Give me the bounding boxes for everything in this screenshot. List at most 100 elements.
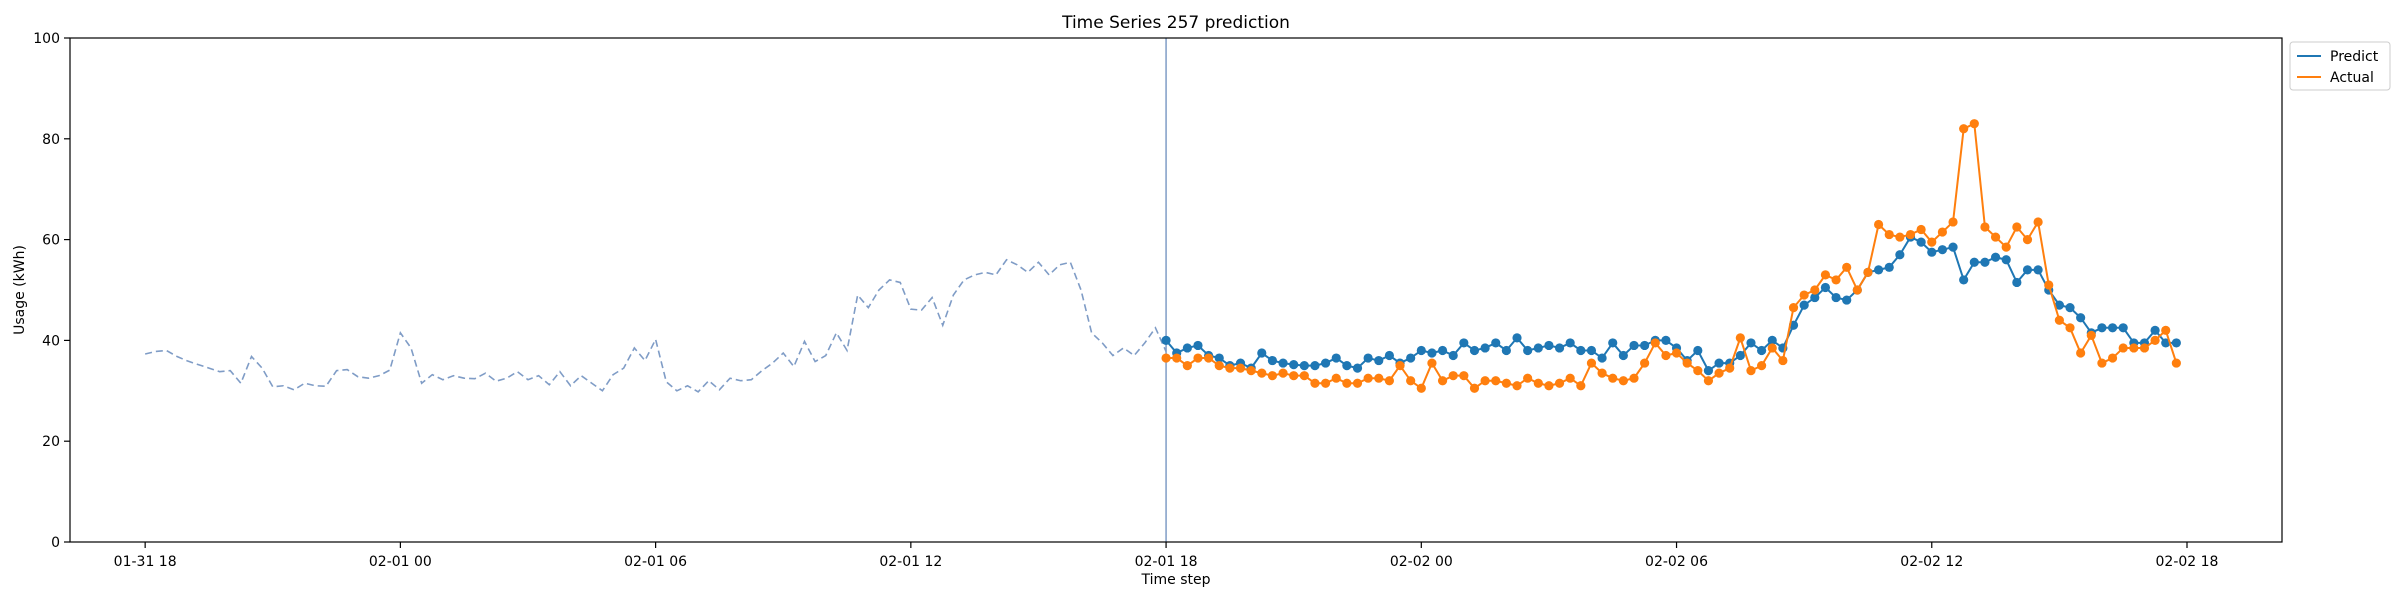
actual-data-point	[1363, 373, 1373, 383]
actual-data-point	[1778, 355, 1788, 366]
actual-data-point	[1597, 368, 1607, 378]
predict-data-point	[1310, 361, 1320, 371]
actual-data-point	[2150, 335, 2160, 345]
predict-data-point	[1182, 343, 1192, 353]
actual-data-point	[1959, 124, 1969, 134]
actual-data-point	[1725, 363, 1735, 373]
predict-data-point	[1895, 250, 1905, 260]
actual-data-point	[1172, 353, 1182, 363]
actual-data-point	[1416, 383, 1426, 393]
actual-data-point	[1437, 376, 1448, 386]
actual-data-point	[1831, 275, 1841, 285]
y-axis: 0 20 40 60 80 100	[33, 31, 70, 551]
actual-data-point	[1448, 371, 1458, 381]
predict-data-point	[1427, 348, 1437, 358]
predict-data-point	[1576, 345, 1586, 356]
actual-data-point	[1905, 229, 1916, 240]
actual-data-point	[1235, 363, 1246, 373]
predict-data-point	[1554, 343, 1565, 353]
actual-data-point	[1406, 376, 1416, 386]
predict-data-point	[1799, 300, 1809, 310]
actual-data-point	[1533, 378, 1543, 388]
actual-data-point	[2076, 348, 2086, 358]
actual-data-point	[1873, 219, 1884, 230]
actual-data-point	[1182, 361, 1192, 371]
predict-data-point	[1618, 350, 1628, 361]
actual-data-point	[1980, 222, 1990, 232]
plot-frame	[69, 37, 2283, 543]
actual-data-point	[1427, 358, 1437, 368]
predict-data-point	[1884, 262, 1894, 272]
predict-data-point	[1267, 355, 1278, 366]
actual-data-point	[2161, 325, 2171, 335]
chart-title: Time Series 257 prediction	[1061, 13, 1290, 33]
predict-data-point	[1927, 247, 1937, 257]
x-tick-label: 02-01 00	[369, 554, 432, 570]
predict-data-point	[1565, 338, 1575, 348]
predict-data-point	[1959, 275, 1969, 285]
predict-data-point	[1491, 338, 1501, 348]
predict-data-point	[1448, 350, 1458, 361]
predict-data-point	[1980, 257, 1990, 267]
actual-series-line	[1166, 122, 2178, 390]
y-tick-label: 80	[42, 132, 60, 148]
predict-data-point	[2107, 323, 2118, 333]
predict-data-point	[1384, 350, 1394, 361]
predict-data-point	[1597, 353, 1607, 363]
actual-data-point	[2129, 343, 2139, 353]
x-tick-label: 02-01 12	[879, 554, 942, 570]
predict-data-point	[1586, 345, 1597, 356]
actual-data-point	[1969, 119, 1979, 129]
predict-data-point	[1544, 340, 1554, 351]
actual-data-point	[1544, 381, 1554, 391]
legend-actual-label: Actual	[2330, 70, 2374, 86]
predict-data-point	[1501, 345, 1511, 356]
predict-data-point	[1842, 295, 1852, 305]
actual-data-point	[2033, 217, 2043, 227]
predict-data-point	[2097, 323, 2107, 333]
actual-data-point	[2001, 242, 2011, 252]
predict-data-point	[1278, 358, 1288, 368]
actual-data-point	[1767, 343, 1777, 353]
predict-data-point	[1214, 353, 1224, 363]
predict-data-point	[1320, 358, 1331, 368]
predict-data-point	[2118, 323, 2128, 333]
actual-data-point	[1384, 376, 1394, 386]
actual-data-point	[1990, 232, 2001, 242]
history-series-line	[144, 258, 1167, 393]
actual-data-point	[1757, 361, 1767, 371]
predict-data-point	[1289, 359, 1299, 370]
predict-data-point	[1533, 343, 1543, 353]
actual-data-point	[2065, 323, 2075, 333]
actual-data-point	[1852, 285, 1862, 295]
actual-data-point	[1554, 378, 1565, 388]
predict-data-point	[1608, 338, 1618, 348]
actual-data-point	[2044, 280, 2054, 290]
predict-data-point	[1735, 350, 1745, 361]
y-tick-label: 40	[42, 333, 60, 349]
actual-data-point	[1459, 371, 1469, 381]
predict-data-point	[1661, 335, 1671, 345]
actual-data-point	[1278, 368, 1288, 378]
actual-data-point	[1161, 353, 1171, 363]
actual-data-point	[1501, 378, 1511, 388]
predict-data-point	[2012, 277, 2022, 288]
predict-data-point	[1990, 252, 2001, 262]
predict-data-point	[1629, 340, 1639, 351]
predict-data-point	[1767, 335, 1777, 345]
actual-data-point	[2097, 358, 2107, 368]
x-tick-label: 02-02 18	[2156, 554, 2219, 570]
predict-data-point	[1523, 345, 1533, 356]
actual-data-point	[1299, 371, 1309, 381]
predict-data-point	[1873, 265, 1884, 275]
actual-data-point	[2012, 222, 2022, 232]
y-axis-label: Usage (kWh)	[12, 245, 28, 335]
actual-data-point	[2139, 343, 2150, 353]
predict-data-point	[1363, 353, 1373, 363]
actual-data-point	[1374, 373, 1384, 383]
predict-data-point	[2001, 255, 2011, 265]
actual-data-point	[1863, 267, 1873, 277]
x-axis: 01-31 18 02-01 00 02-01 06 02-01 12 02-01 18…	[114, 542, 2219, 570]
predict-data-point	[1703, 366, 1714, 376]
x-tick-label: 02-01 06	[624, 554, 687, 570]
